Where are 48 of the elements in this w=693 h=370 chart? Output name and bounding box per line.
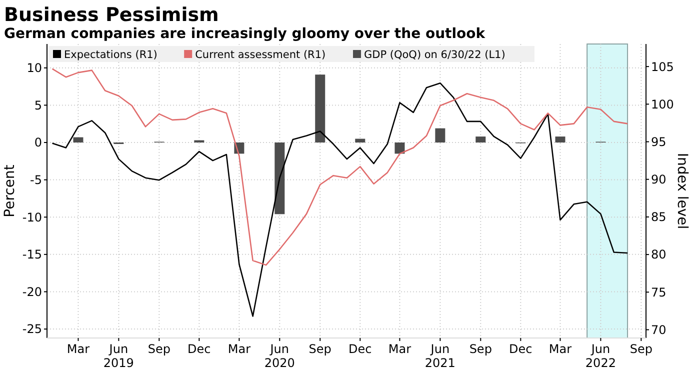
bar <box>394 142 405 154</box>
x-tick-label: Jun 2019 <box>103 342 134 370</box>
bar <box>355 138 366 142</box>
y2-tick-label: 70 <box>651 322 666 337</box>
y-tick-label: -15 <box>22 248 42 262</box>
chart-title: Business Pessimism <box>4 4 219 26</box>
bar <box>73 137 84 142</box>
y-tick-label: -5 <box>30 173 42 188</box>
y-axis-title: Percent <box>2 164 18 218</box>
x-tick-label: Dec <box>188 342 211 356</box>
y2-tick-label: 80 <box>651 248 666 262</box>
y2-tick-label: 90 <box>651 172 666 187</box>
x-tick-label: Jun 2022 <box>585 342 616 370</box>
bar <box>476 136 486 142</box>
legend-label: Expectations (R1) <box>64 49 158 61</box>
x-tick-label: Sep <box>148 342 170 356</box>
y-tick-label: 10 <box>26 61 42 76</box>
y-tick-label: -25 <box>22 322 42 336</box>
x-tick-label: Mar <box>548 342 572 356</box>
line-series <box>52 68 628 266</box>
y-tick-label: -20 <box>22 284 42 299</box>
x-tick-label: Dec <box>509 342 532 356</box>
y2-tick-label: 95 <box>651 134 666 149</box>
y2-tick-label: 85 <box>651 210 666 224</box>
y-tick-label: -10 <box>22 210 42 224</box>
y-tick-label: 5 <box>34 98 42 112</box>
x-tick-label: Mar <box>228 342 251 356</box>
bar <box>435 128 446 142</box>
x-tick-label: Dec <box>348 342 372 356</box>
y2-tick-label: 100 <box>651 97 674 112</box>
x-tick-label: Sep <box>630 342 652 356</box>
x-tick-label: Sep <box>469 342 492 356</box>
legend-label: Current assessment (R1) <box>195 49 326 61</box>
y2-axis-title: Index level <box>674 152 690 230</box>
bar <box>555 136 566 142</box>
y-tick-label: 0 <box>34 136 42 150</box>
x-tick-label: Mar <box>388 342 412 356</box>
chart-subtitle: German companies are increasingly gloomy over the outlook <box>4 26 486 42</box>
x-tick-label: Jun 2020 <box>264 342 295 370</box>
x-tick-label: Mar <box>66 342 90 356</box>
bar <box>315 74 326 142</box>
y2-tick-label: 105 <box>651 60 674 74</box>
line-series <box>52 82 628 317</box>
bar <box>274 142 285 214</box>
x-tick-label: Sep <box>308 342 332 356</box>
y2-tick-label: 75 <box>651 285 666 300</box>
x-tick-label: Jun 2021 <box>424 342 456 370</box>
legend-label: GDP (QoQ) on 6/30/22 (L1) <box>364 49 506 61</box>
